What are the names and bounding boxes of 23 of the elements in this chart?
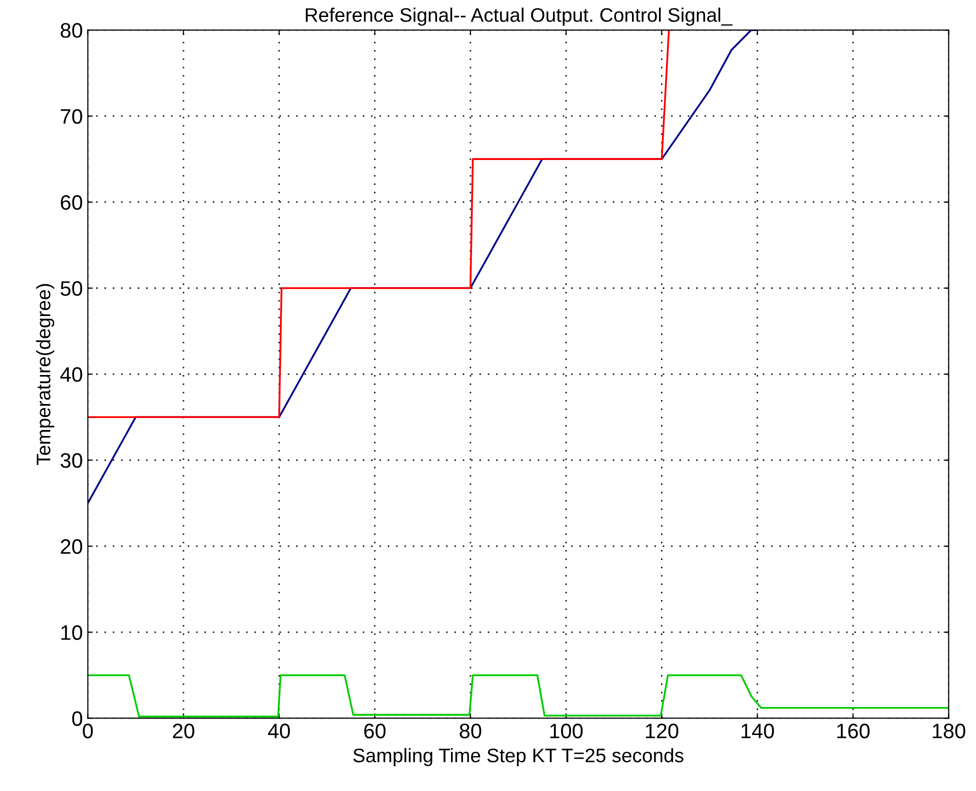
x-tick-label: 140 — [742, 724, 774, 738]
y-tick-label: 60 — [60, 195, 82, 210]
y-tick-label: 40 — [60, 367, 82, 382]
x-tick-label: 120 — [646, 724, 678, 738]
x-tick-label: 100 — [550, 724, 583, 738]
y-tick-label: 20 — [60, 539, 82, 554]
x-tick-label: 180 — [932, 724, 966, 738]
line-series — [88, 30, 670, 418]
y-tick-label: 70 — [60, 109, 82, 124]
y-tick-label: 80 — [60, 23, 82, 38]
y-tick-label: 0 — [72, 711, 82, 726]
y-tick-label: 10 — [61, 625, 82, 640]
chart-title: Reference Signal-- Actual Output. Control Signal_ — [306, 8, 732, 26]
x-axis-title: Sampling Time Step KT T=25 seconds — [353, 748, 684, 766]
x-tick-label: 60 — [364, 724, 386, 738]
x-tick-label: 40 — [268, 724, 290, 738]
x-tick-label: 0 — [82, 724, 93, 738]
x-tick-label: 160 — [837, 724, 870, 738]
y-tick-label: 50 — [60, 281, 82, 296]
x-tick-label: 80 — [460, 724, 482, 738]
y-axis-title: Temperature(degree) — [36, 284, 54, 466]
y-tick-label: 30 — [60, 453, 82, 468]
x-tick-label: 20 — [172, 724, 194, 738]
